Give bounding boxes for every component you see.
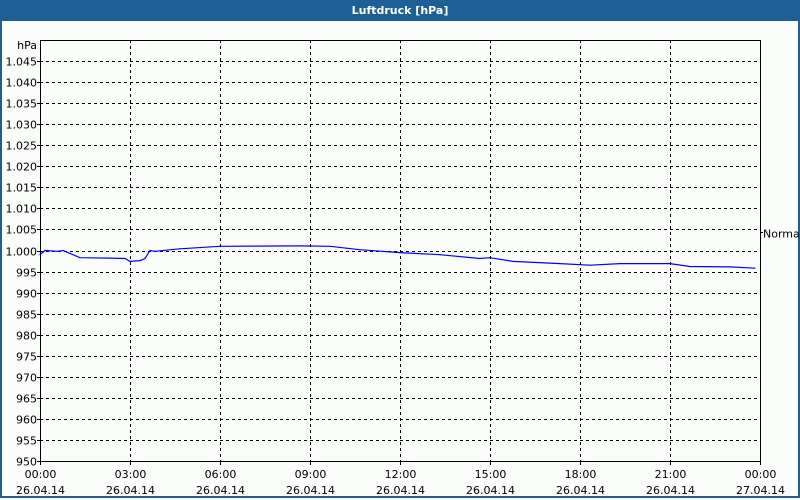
y-tick-label: 990 [16, 288, 37, 301]
y-tick-label: 1.000 [6, 246, 38, 259]
x-tick-date: 26.04.14 [16, 484, 65, 497]
x-tick-time: 12:00 [385, 468, 417, 481]
data-point [559, 262, 561, 265]
x-tick-time: 06:00 [205, 468, 237, 481]
data-point [109, 257, 111, 259]
normal-reference-label: Normal [763, 228, 800, 241]
data-point [589, 264, 591, 266]
data-point [179, 248, 181, 250]
y-tick-label: 985 [16, 309, 37, 322]
data-point [219, 245, 221, 247]
plot-frame [40, 40, 761, 462]
data-point [439, 254, 441, 256]
data-point [144, 257, 146, 260]
y-tick-label: 965 [16, 393, 37, 406]
y-tick-label: 1.015 [6, 182, 38, 195]
data-point [139, 260, 141, 262]
x-tick-date: 26.04.14 [376, 484, 425, 497]
x-tick-date: 26.04.14 [646, 484, 695, 497]
data-point [729, 266, 731, 268]
data-point [329, 245, 331, 247]
y-tick-label: 1.040 [6, 77, 38, 90]
x-tick-time: 21:00 [655, 468, 687, 481]
x-tick-date: 26.04.14 [106, 484, 155, 497]
x-tick-time: 03:00 [115, 468, 147, 481]
data-point [124, 257, 126, 260]
x-tick-date: 26.04.14 [286, 484, 335, 497]
data-point [69, 252, 71, 255]
y-tick-label: 1.045 [6, 56, 38, 69]
y-tick-label: 955 [16, 435, 37, 448]
data-point [399, 252, 401, 254]
x-tick-time: 18:00 [565, 468, 597, 481]
y-tick-label: 980 [16, 330, 37, 343]
y-tick-label: 970 [16, 372, 37, 385]
data-point [44, 249, 46, 252]
y-tick-label: 975 [16, 351, 37, 364]
y-tick-label: 1.025 [6, 140, 38, 153]
y-tick-label: 960 [16, 414, 37, 427]
data-point [489, 257, 491, 259]
y-tick-label: 1.035 [6, 98, 38, 111]
data-point [39, 254, 41, 256]
y-axis-unit: hPa [17, 39, 37, 52]
data-point [79, 257, 81, 259]
x-tick-date: 26.04.14 [196, 484, 245, 497]
x-tick-time: 15:00 [475, 468, 507, 481]
x-tick-date: 26.04.14 [556, 484, 605, 497]
data-point [754, 267, 756, 269]
data-point [62, 249, 64, 252]
y-tick-label: 1.030 [6, 119, 38, 132]
x-tick-time: 09:00 [295, 468, 327, 481]
data-point [619, 262, 621, 265]
y-tick-label: 1.005 [6, 224, 38, 237]
data-point [129, 260, 131, 263]
y-tick-label: 1.020 [6, 161, 38, 174]
pressure-line [39, 245, 756, 269]
data-point [149, 249, 151, 252]
data-point [669, 262, 671, 265]
y-tick-label: 995 [16, 267, 37, 280]
data-point [479, 257, 481, 260]
y-tick-label: 950 [16, 456, 37, 469]
y-tick-label: 1.010 [6, 203, 38, 216]
data-point [359, 249, 361, 251]
x-tick-time: 00:00 [25, 468, 57, 481]
data-point [689, 265, 691, 268]
data-point [512, 260, 514, 263]
data-point [57, 250, 59, 252]
data-point [154, 250, 156, 252]
x-tick-time: 00:00 [745, 468, 777, 481]
x-tick-date: 27.04.14 [736, 484, 785, 497]
data-point [299, 245, 301, 247]
x-tick-date: 26.04.14 [466, 484, 515, 497]
window-title: Luftdruck [hPa] [0, 0, 800, 21]
